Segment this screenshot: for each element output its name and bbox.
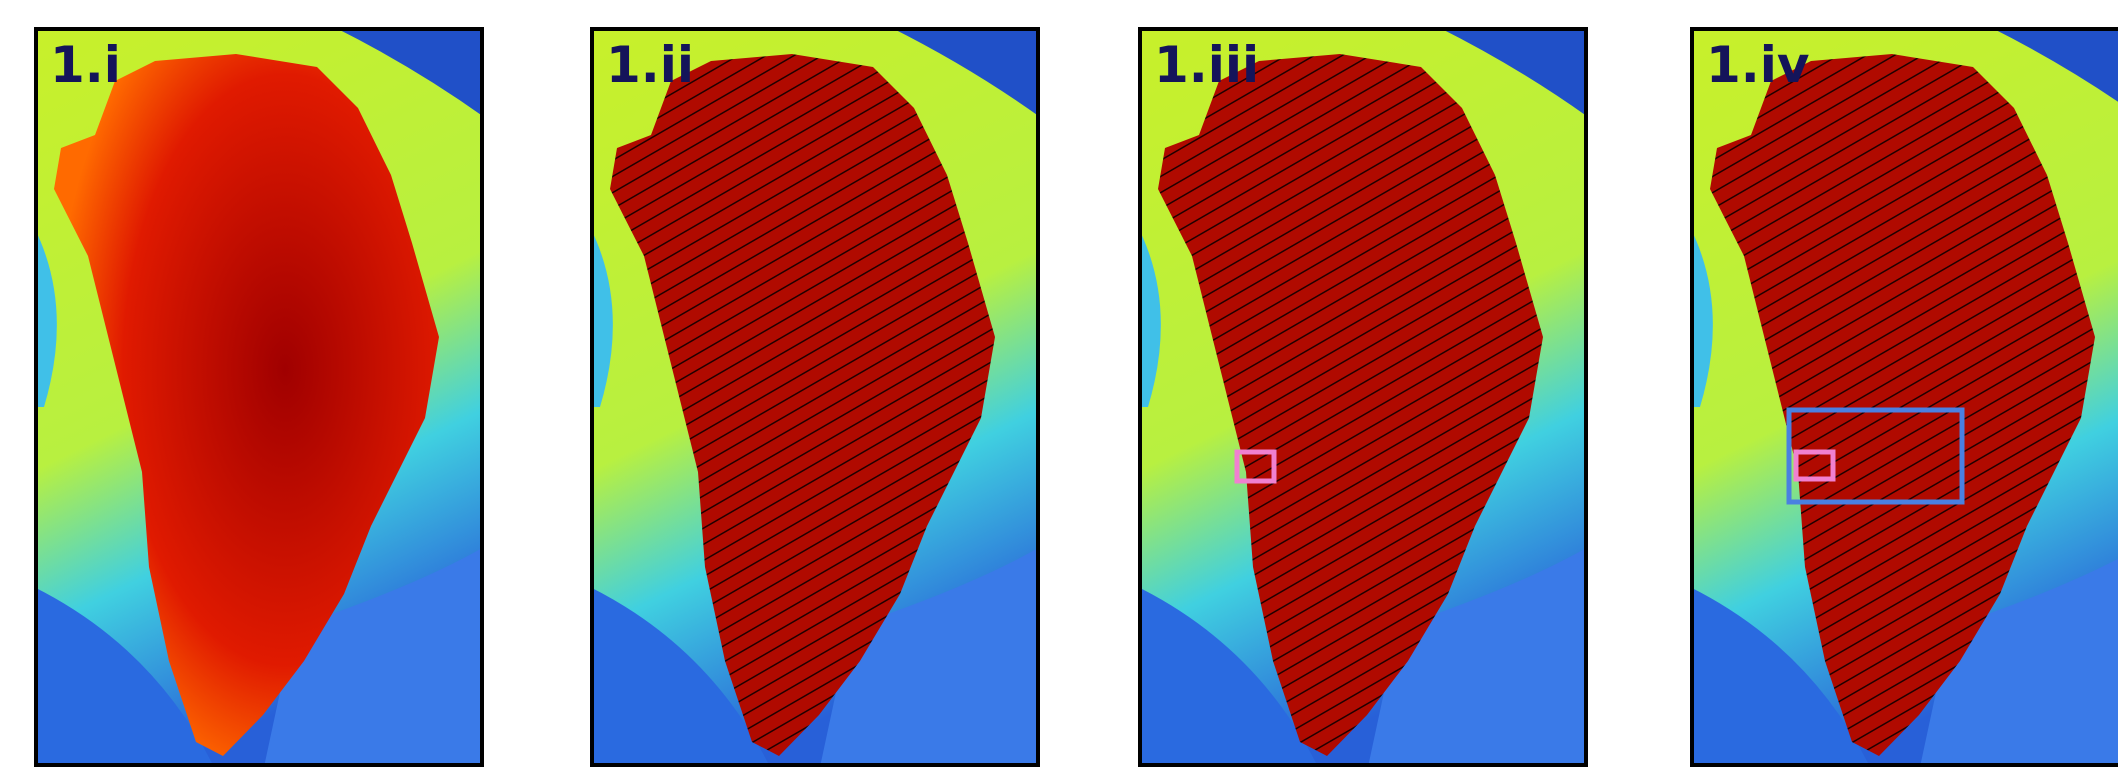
figure: 1.i 1.ii 1.iii 1.iv (0, 0, 2118, 767)
panel-label: 1.i (50, 36, 121, 94)
map-panel (590, 27, 1040, 767)
page: 1.i 1.ii 1.iii 1.iv (() => { const data … (0, 0, 2118, 767)
panel-label: 1.iv (1706, 36, 1810, 94)
map-panel (34, 27, 484, 767)
map-panel (1690, 27, 2118, 767)
panel-label: 1.iii (1154, 36, 1259, 94)
panel-label: 1.ii (606, 36, 694, 94)
map-panel (1138, 27, 1588, 767)
